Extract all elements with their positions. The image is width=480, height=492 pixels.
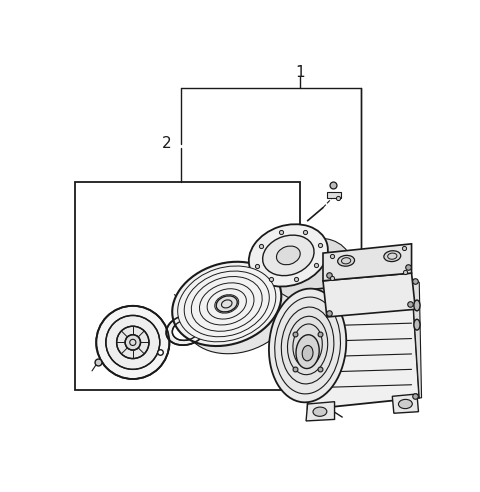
Polygon shape: [411, 278, 421, 398]
Ellipse shape: [216, 296, 237, 312]
Ellipse shape: [96, 341, 169, 356]
Ellipse shape: [184, 270, 293, 354]
Ellipse shape: [302, 345, 313, 361]
Ellipse shape: [106, 315, 160, 369]
Ellipse shape: [313, 407, 327, 416]
Ellipse shape: [275, 297, 340, 394]
Ellipse shape: [215, 295, 239, 313]
Ellipse shape: [384, 251, 401, 262]
Polygon shape: [308, 278, 419, 409]
Ellipse shape: [172, 320, 200, 340]
Ellipse shape: [337, 255, 355, 266]
Ellipse shape: [96, 306, 169, 379]
Ellipse shape: [249, 224, 328, 286]
Bar: [75, 182, 300, 390]
Text: 1: 1: [295, 65, 305, 80]
Ellipse shape: [414, 319, 420, 330]
Ellipse shape: [293, 324, 322, 367]
Ellipse shape: [172, 262, 281, 346]
Text: 2: 2: [162, 136, 171, 151]
Ellipse shape: [272, 238, 351, 301]
Ellipse shape: [200, 283, 254, 325]
Bar: [327, 192, 341, 198]
Ellipse shape: [296, 335, 319, 369]
Ellipse shape: [125, 335, 141, 350]
Ellipse shape: [178, 266, 276, 342]
Polygon shape: [323, 244, 411, 281]
Ellipse shape: [166, 315, 205, 345]
Ellipse shape: [269, 289, 346, 402]
Ellipse shape: [184, 271, 269, 337]
Ellipse shape: [207, 289, 246, 319]
Polygon shape: [392, 394, 419, 413]
Ellipse shape: [281, 307, 334, 384]
Ellipse shape: [263, 235, 314, 276]
Ellipse shape: [117, 326, 149, 359]
Polygon shape: [306, 401, 335, 421]
Ellipse shape: [398, 400, 412, 409]
Ellipse shape: [192, 277, 262, 331]
Ellipse shape: [288, 316, 328, 375]
Polygon shape: [323, 273, 415, 317]
Ellipse shape: [276, 246, 300, 265]
Ellipse shape: [414, 300, 420, 311]
